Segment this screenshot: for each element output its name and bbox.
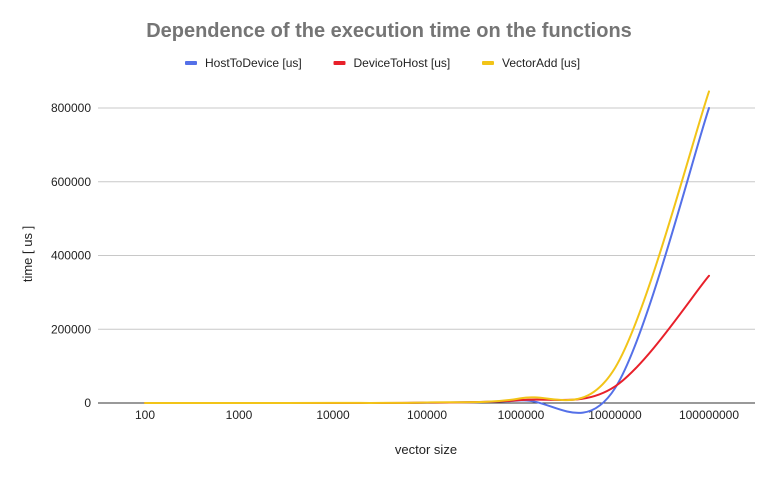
series-line-3: [144, 90, 710, 404]
x-tick-label: 10000: [316, 408, 350, 422]
series-line-2: [144, 274, 710, 404]
grid: [98, 107, 755, 404]
y-axis-ticks: 0 200000 400000 600000 800000: [51, 101, 91, 410]
y-tick-label: 400000: [51, 249, 91, 263]
legend-swatch: [185, 61, 197, 65]
y-axis-label: time [ us ]: [20, 226, 35, 282]
x-tick-label: 100: [135, 408, 155, 422]
x-tick-label: 1000: [226, 408, 253, 422]
legend-label: VectorAdd [us]: [502, 56, 580, 70]
x-tick-label: 1000000: [498, 408, 545, 422]
y-tick-label: 800000: [51, 101, 91, 115]
legend-swatch: [333, 61, 346, 65]
y-tick-label: 200000: [51, 322, 91, 336]
legend-label: DeviceToHost [us]: [354, 56, 451, 70]
x-tick-label: 10000000: [588, 408, 642, 422]
x-tick-label: 100000000: [679, 408, 739, 422]
x-axis-label: vector size: [395, 442, 457, 457]
y-tick-label: 0: [84, 396, 91, 410]
chart-title: Dependence of the execution time on the …: [146, 20, 632, 42]
y-tick-label: 600000: [51, 175, 91, 189]
x-tick-label: 100000: [407, 408, 447, 422]
series-lines: [144, 90, 710, 414]
x-axis-ticks: 100 1000 10000 100000 1000000 10000000 1000000…: [135, 408, 739, 422]
legend-swatch: [482, 61, 494, 65]
legend-label: HostToDevice [us]: [205, 56, 302, 70]
series-line-1: [144, 107, 710, 414]
legend: HostToDevice [us] DeviceToHost [us] Vector…: [185, 56, 580, 70]
